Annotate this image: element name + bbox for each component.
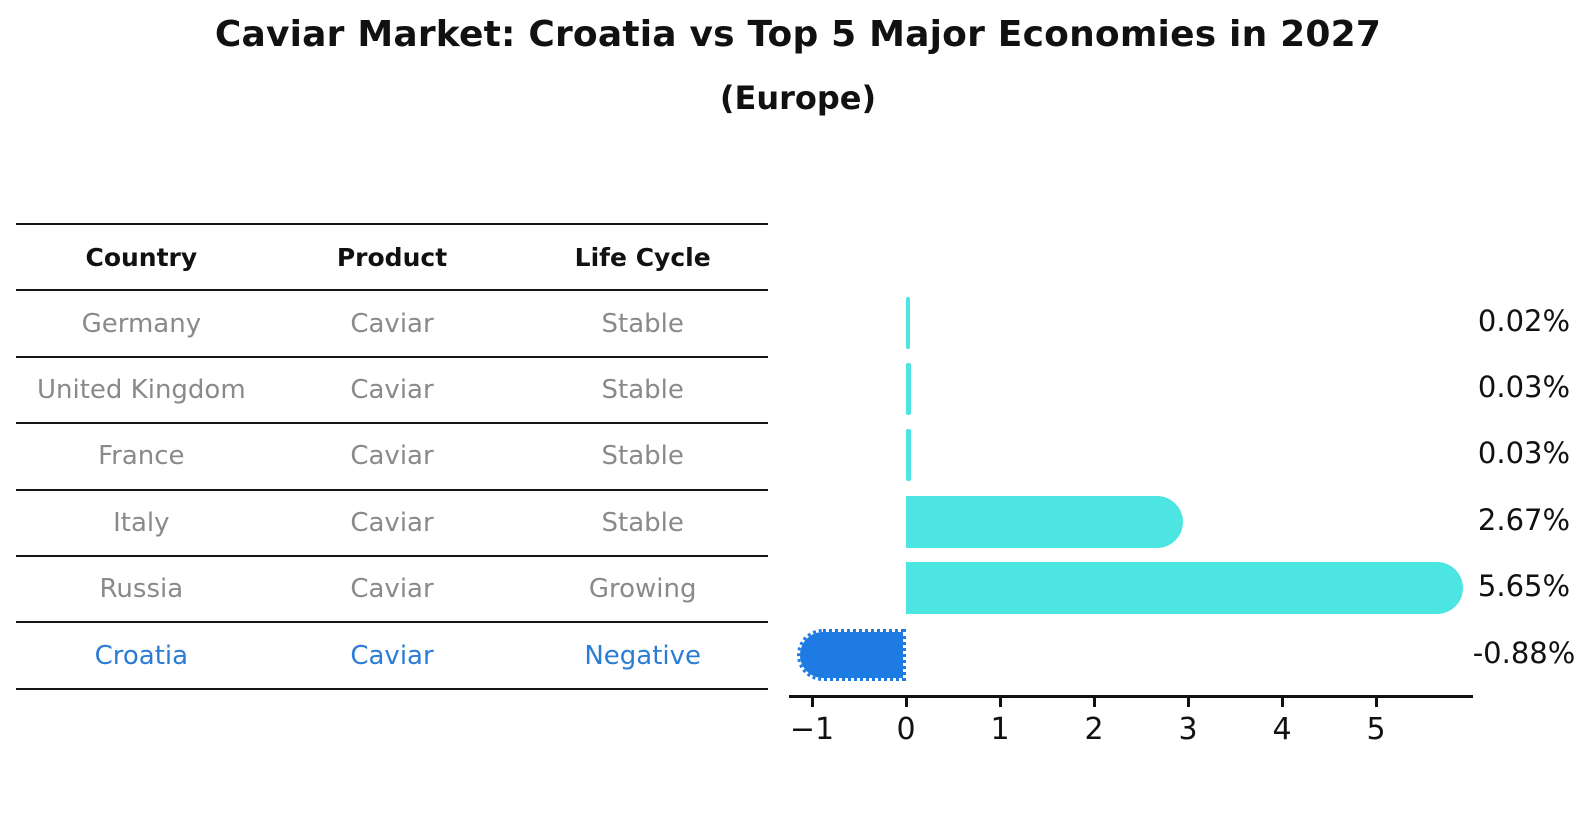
x-axis-tick (1374, 698, 1378, 707)
value-label-russia: 5.65% (1477, 569, 1571, 604)
cell-product: Caviar (350, 441, 434, 472)
value-label-france: 0.03% (1477, 436, 1571, 471)
table-row-france: France Caviar Stable (16, 422, 768, 488)
x-axis-line (789, 695, 1473, 698)
cell-life-cycle: Growing (588, 574, 697, 605)
bar-germany (906, 296, 910, 349)
bar-croatia (797, 628, 906, 681)
cell-country: United Kingdom (36, 374, 246, 405)
cell-country: Russia (99, 574, 184, 605)
table-header-product: Product (336, 242, 448, 272)
cell-life-cycle: Negative (584, 640, 702, 671)
x-axis-tick-label: 5 (1366, 712, 1386, 747)
x-axis-tick-label: 3 (1178, 712, 1198, 747)
value-label-germany: 0.02% (1477, 303, 1571, 338)
bar-italy (906, 495, 1183, 548)
cell-life-cycle: Stable (601, 308, 684, 339)
cell-product: Caviar (350, 374, 434, 405)
x-axis-tick-label: 2 (1084, 712, 1104, 747)
table-header-row: Country Product Life Cycle (16, 223, 768, 289)
cell-country: France (98, 441, 185, 472)
cell-life-cycle: Stable (601, 507, 684, 538)
cell-life-cycle: Stable (601, 441, 684, 472)
value-label-united-kingdom: 0.03% (1477, 370, 1571, 404)
bar-united-kingdom (906, 363, 911, 415)
cell-life-cycle: Stable (601, 374, 684, 405)
table-row-croatia: Croatia Caviar Negative (16, 621, 768, 687)
cell-product: Caviar (350, 640, 434, 671)
x-axis-tick (1092, 698, 1096, 707)
x-axis-tick (998, 698, 1002, 707)
x-axis-tick-label: 1 (990, 712, 1010, 747)
chart-title: Caviar Market: Croatia vs Top 5 Major Ec… (214, 14, 1382, 55)
table-row-germany: Germany Caviar Stable (16, 289, 768, 355)
x-axis-tick (1186, 698, 1190, 707)
bar-russia (906, 562, 1464, 615)
x-axis-tick-label: 4 (1272, 712, 1292, 747)
chart-subtitle: (Europe) (719, 79, 877, 117)
x-axis-tick (810, 698, 814, 707)
table-row-russia: Russia Caviar Growing (16, 554, 768, 621)
table-row-united-kingdom: United Kingdom Caviar Stable (16, 355, 768, 422)
cell-country: Croatia (94, 640, 189, 671)
bar-france (906, 429, 911, 482)
x-axis-tick-label: −1 (789, 712, 835, 747)
x-axis-tick (904, 698, 908, 707)
cell-country: Germany (81, 308, 202, 339)
table-header-country: Country (85, 242, 198, 272)
cell-product: Caviar (350, 574, 434, 605)
cell-country: Italy (113, 507, 170, 538)
x-axis-tick (1280, 698, 1284, 707)
table-header-life-cycle: Life Cycle (574, 242, 711, 272)
x-axis-tick-label: 0 (896, 712, 916, 747)
country-table: Country Product Life Cycle Germany Caviar St… (16, 223, 768, 690)
table-row-italy: Italy Caviar Stable (16, 488, 768, 555)
cell-product: Caviar (350, 308, 434, 339)
cell-product: Caviar (350, 507, 434, 538)
value-label-croatia: -0.88% (1472, 635, 1576, 670)
value-label-italy: 2.67% (1477, 502, 1571, 537)
